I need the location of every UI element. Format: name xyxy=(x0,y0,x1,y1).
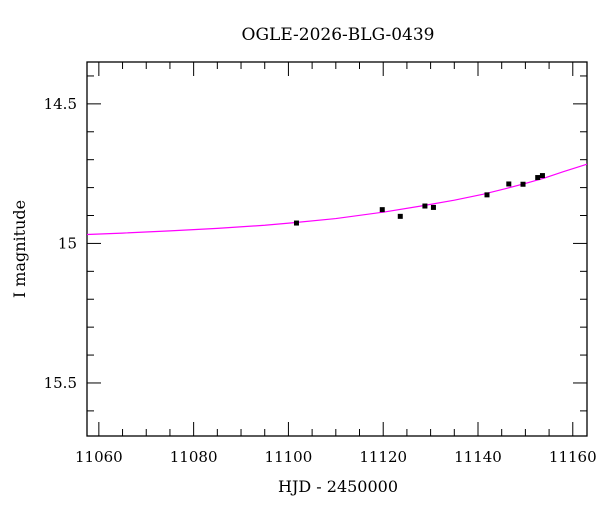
x-tick-label: 11160 xyxy=(549,448,597,466)
x-axis-label: HJD - 2450000 xyxy=(278,477,398,496)
y-tick-label: 15.5 xyxy=(44,374,77,392)
chart-title: OGLE-2026-BLG-0439 xyxy=(242,25,435,45)
x-tick-label: 11120 xyxy=(359,448,407,466)
y-tick-label: 15 xyxy=(58,234,77,252)
data-point xyxy=(397,213,403,219)
x-tick-label: 11080 xyxy=(170,448,218,466)
data-point xyxy=(506,181,512,187)
plot-frame xyxy=(86,61,588,437)
model-curve xyxy=(86,163,588,236)
x-tick-label: 11140 xyxy=(454,448,502,466)
data-point xyxy=(422,203,428,209)
data-point xyxy=(539,173,545,179)
x-tick-label: 11100 xyxy=(265,448,313,466)
data-point xyxy=(535,175,541,181)
y-tick-label: 14.5 xyxy=(44,95,77,113)
y-tick-labels: 14.5 15 15.5 xyxy=(44,95,77,392)
x-tick-labels: 11060 11080 11100 11120 11140 11160 xyxy=(75,448,597,466)
model-curve-group xyxy=(86,163,588,236)
data-point xyxy=(484,192,490,198)
x-tick-label: 11060 xyxy=(75,448,123,466)
data-point xyxy=(520,181,526,187)
y-axis-label: I magnitude xyxy=(10,200,29,298)
data-point xyxy=(430,204,436,210)
data-points-group xyxy=(293,173,545,226)
data-point xyxy=(293,220,299,226)
data-point xyxy=(379,207,385,213)
axis-ticks xyxy=(87,62,587,436)
